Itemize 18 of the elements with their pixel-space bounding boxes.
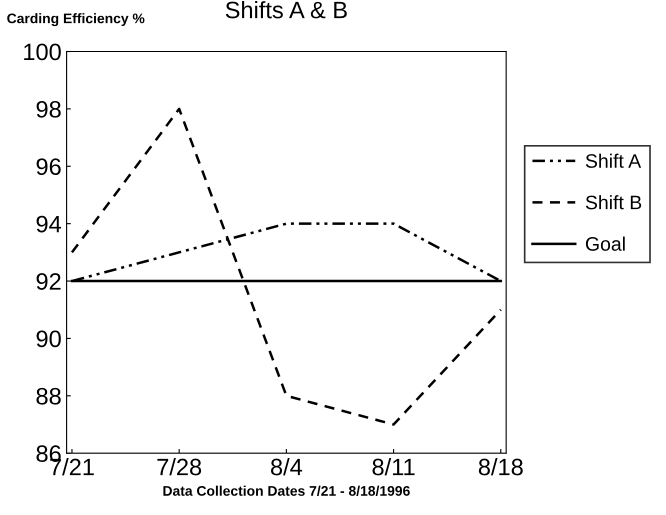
x-tick-label: 8/18 — [478, 458, 523, 476]
x-axis-title: Data Collection Dates 7/21 - 8/18/1996 — [163, 486, 410, 496]
legend-label: Goal — [586, 236, 625, 251]
y-tick-label: 92 — [36, 273, 61, 290]
y-tick-label: 98 — [36, 100, 61, 118]
y-tick-label: 88 — [36, 388, 61, 405]
y-tick-label: 90 — [36, 330, 61, 348]
legend-label: Shift B — [586, 195, 642, 210]
y-tick-label: 100 — [24, 44, 61, 60]
y-tick-label: 94 — [36, 216, 62, 232]
legend-label: Shift A — [586, 154, 642, 168]
x-tick-label: 8/11 — [372, 458, 415, 476]
y-axis-title: Carding Efficiency % — [7, 13, 144, 26]
y-tick-label: 96 — [36, 158, 61, 176]
line-series — [70, 108, 502, 426]
chart-title: Shifts A & B — [226, 1, 347, 18]
x-tick-label: 8/4 — [270, 458, 302, 476]
x-tick-label: 7/28 — [157, 458, 202, 476]
